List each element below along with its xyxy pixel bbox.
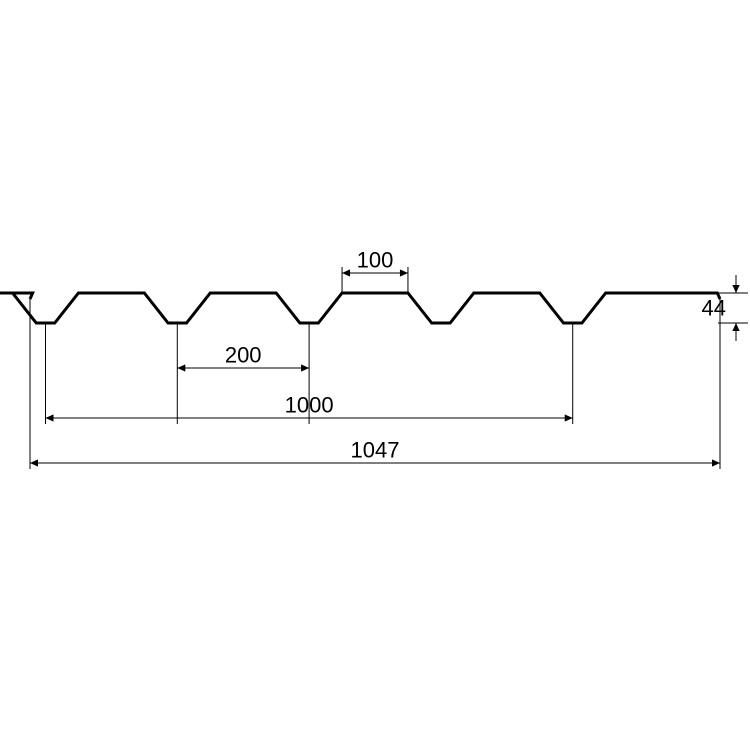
dim-44-label: 44 (702, 296, 726, 321)
profile-outline (0, 293, 720, 323)
dim-1047-label: 1047 (351, 438, 400, 463)
dim-100-label: 100 (357, 248, 394, 273)
dim-1000-label: 1000 (285, 393, 334, 418)
dim-200-label: 200 (225, 343, 262, 368)
cross-section-drawing: 100 44 200 1000 1047 (0, 0, 750, 750)
